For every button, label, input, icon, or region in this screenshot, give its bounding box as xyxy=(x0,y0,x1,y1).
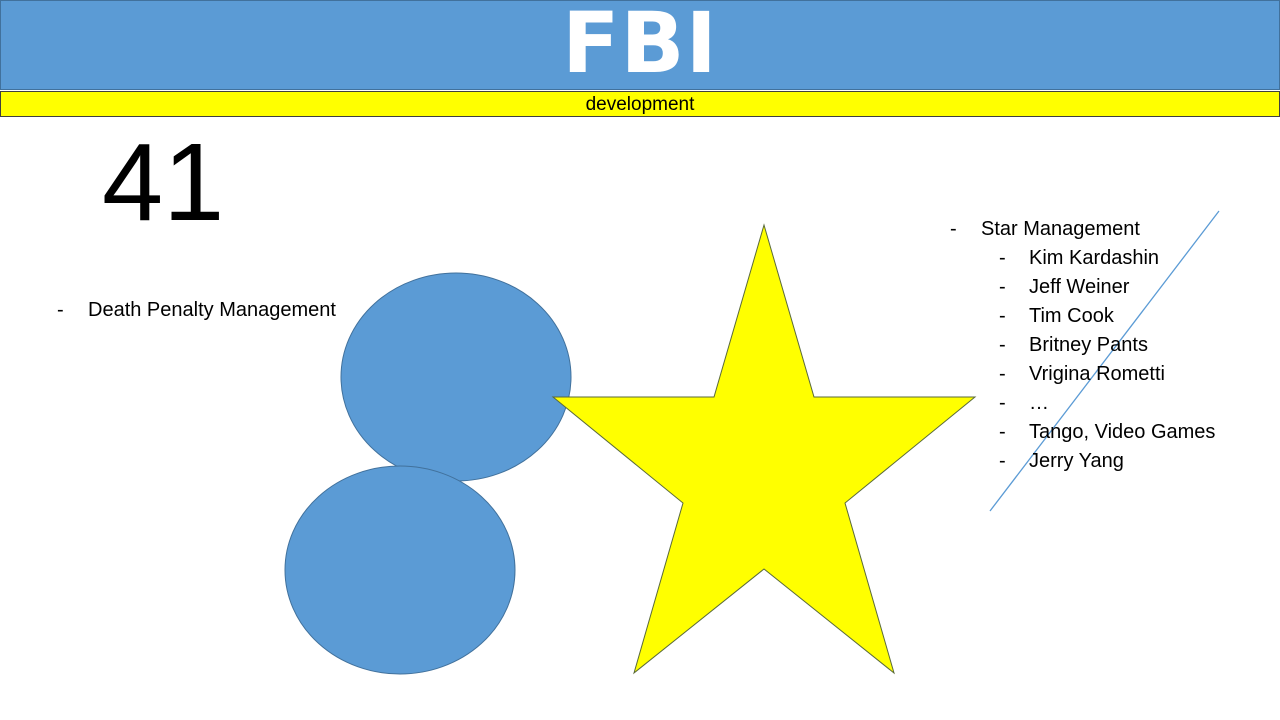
list-item-label: Tim Cook xyxy=(1029,305,1114,327)
upper-circle-shape xyxy=(340,272,572,482)
bullet-dash: - xyxy=(999,334,1006,356)
title-bar: FBI xyxy=(0,0,1280,90)
bullet-dash: - xyxy=(950,218,957,240)
bullet-dash: - xyxy=(999,421,1006,443)
bullet-dash: - xyxy=(999,392,1006,414)
list-item-label: Tango, Video Games xyxy=(1029,421,1216,443)
list-item: - Kim Kardashin xyxy=(950,244,1215,273)
bullet-dash: - xyxy=(999,276,1006,298)
list-item: - Jerry Yang xyxy=(950,447,1215,476)
list-item-label: Jerry Yang xyxy=(1029,450,1124,472)
list-item-label: Britney Pants xyxy=(1029,334,1148,356)
star-shape xyxy=(551,223,977,675)
bullet-dash: - xyxy=(999,363,1006,385)
list-item: - Jeff Weiner xyxy=(950,273,1215,302)
slide-title: FBI xyxy=(562,0,718,92)
bullet-dash: - xyxy=(999,305,1006,327)
list-item: - Tim Cook xyxy=(950,302,1215,331)
lower-circle-shape xyxy=(284,465,516,675)
list-heading-label: Star Management xyxy=(981,218,1140,240)
slide-subtitle: development xyxy=(585,93,695,115)
list-item: - Death Penalty Management xyxy=(57,296,336,325)
list-item: - … xyxy=(950,389,1215,418)
list-item-label: … xyxy=(1029,392,1049,414)
list-item: - Britney Pants xyxy=(950,331,1215,360)
star-management-list: - Star Management - Kim Kardashin - Jeff… xyxy=(950,215,1215,476)
bullet-dash: - xyxy=(999,247,1006,269)
bullet-dash: - xyxy=(999,450,1006,472)
list-item-label: Vrigina Rometti xyxy=(1029,363,1165,385)
diagonal-line xyxy=(989,210,1220,512)
list-item: - Tango, Video Games xyxy=(950,418,1215,447)
list-item: - Vrigina Rometti xyxy=(950,360,1215,389)
list-item-label: Jeff Weiner xyxy=(1029,276,1130,298)
list-item-label: Death Penalty Management xyxy=(88,299,336,321)
death-penalty-list: - Death Penalty Management xyxy=(57,296,336,325)
big-number: 41 xyxy=(102,121,225,244)
list-item-label: Kim Kardashin xyxy=(1029,247,1160,269)
bullet-dash: - xyxy=(57,299,64,321)
subtitle-bar: development xyxy=(0,91,1280,117)
list-heading: - Star Management xyxy=(950,215,1215,244)
